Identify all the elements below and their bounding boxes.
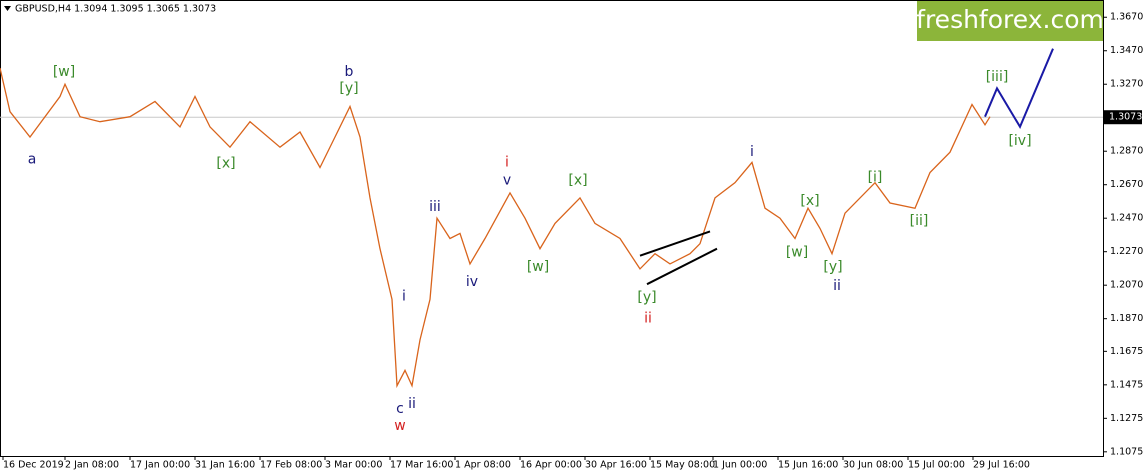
y-tick-label: 1.2870 (1110, 146, 1143, 157)
x-tick-label: 17 Feb 08:00 (260, 460, 322, 471)
y-tick-label: 1.3270 (1110, 79, 1143, 90)
symbol-header: GBPUSD,H4 1.3094 1.3095 1.3065 1.3073 (15, 4, 216, 15)
wave-label: a (28, 151, 37, 167)
plot-frame (0, 0, 1104, 457)
wave-label: iv (466, 274, 478, 290)
wave-label: ii (644, 311, 652, 327)
wave-label: [ii] (910, 213, 929, 229)
wave-label: v (503, 173, 511, 189)
x-tick-label: 1 Apr 08:00 (455, 460, 511, 471)
wave-label: b (345, 64, 354, 80)
wave-label: [i] (868, 170, 883, 186)
x-tick-label: 30 Jun 08:00 (843, 460, 903, 471)
wave-label: i (402, 288, 406, 304)
wedge-line (646, 247, 718, 286)
price-line (0, 67, 991, 389)
x-tick-label: 15 Jun 16:00 (778, 460, 838, 471)
wave-label: iii (429, 199, 441, 215)
x-tick-label: 3 Mar 00:00 (325, 460, 382, 471)
wave-label: [x] (568, 173, 587, 189)
y-tick-label: 1.2070 (1110, 280, 1143, 291)
wave-label: [x] (800, 193, 819, 209)
x-tick-label: 2 Jan 08:00 (65, 460, 119, 471)
wave-label: i (750, 144, 754, 160)
forecast-line (984, 48, 1054, 130)
wave-label: i (505, 154, 509, 170)
y-tick-label: 1.3470 (1110, 45, 1143, 56)
wave-label: c (396, 401, 404, 417)
wave-label: [w] (786, 245, 808, 261)
y-tick-label: 1.2670 (1110, 179, 1143, 190)
x-tick-label: 15 May 08:00 (650, 460, 715, 471)
brand-box (917, 1, 1103, 41)
wave-label: [iii] (986, 69, 1009, 85)
current-price-label: 1.3073 (1109, 112, 1142, 123)
x-tick-label: 31 Jan 16:00 (195, 460, 255, 471)
brand-text: freshforex.com (916, 5, 1104, 34)
y-tick-label: 1.1675 (1110, 346, 1143, 357)
x-tick-label: 15 Jul 00:00 (908, 460, 965, 471)
x-tick-label: 16 Apr 00:00 (520, 460, 582, 471)
wave-label: [x] (216, 155, 235, 171)
x-tick-label: 29 Jul 16:00 (973, 460, 1030, 471)
x-tick-label: 17 Mar 16:00 (390, 460, 453, 471)
wave-label: [iv] (1008, 133, 1031, 149)
wave-label: ii (408, 396, 416, 412)
y-tick-label: 1.2270 (1110, 246, 1143, 257)
wave-label: w (394, 418, 405, 434)
y-tick-label: 1.1475 (1110, 379, 1143, 390)
x-tick-label: 16 Dec 2019 (3, 460, 64, 471)
x-tick-label: 17 Jan 00:00 (130, 460, 190, 471)
wave-label: [w] (527, 259, 549, 275)
wedge-line (639, 230, 711, 257)
wave-label: [y] (823, 259, 842, 275)
x-tick-label: 1 Jun 00:00 (713, 460, 767, 471)
wave-label: ii (833, 278, 841, 294)
y-tick-label: 1.1275 (1110, 413, 1143, 424)
y-tick-label: 1.1870 (1110, 313, 1143, 324)
x-tick-label: 30 Apr 16:00 (585, 460, 647, 471)
wave-label: [y] (637, 289, 656, 305)
wave-label: [w] (53, 64, 75, 80)
wave-label: [y] (339, 80, 358, 96)
y-tick-label: 1.2470 (1110, 213, 1143, 224)
y-tick-label: 1.1075 (1110, 446, 1143, 457)
y-tick-label: 1.3670 (1110, 12, 1143, 23)
menu-arrow (4, 6, 11, 11)
current-price-box (1104, 110, 1142, 125)
